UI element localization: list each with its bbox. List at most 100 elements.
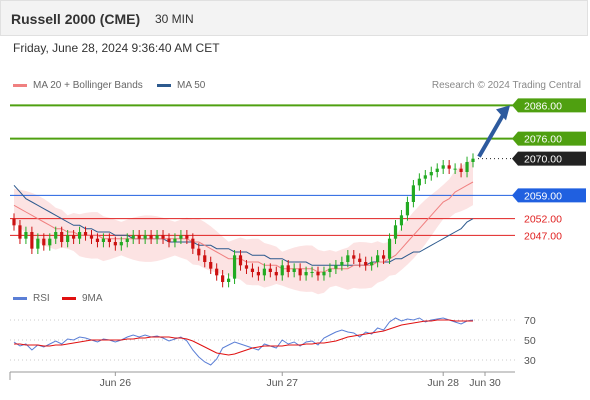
level-label-2086.00: 2086.00 bbox=[524, 100, 562, 112]
candle-body bbox=[48, 238, 52, 246]
candle-body bbox=[167, 238, 171, 242]
candle-body bbox=[358, 258, 362, 262]
candle-body bbox=[60, 232, 64, 242]
candle-body bbox=[453, 168, 457, 170]
legend-rsi: RSI bbox=[13, 293, 50, 304]
legend-ma50: MA 50 bbox=[157, 80, 205, 91]
candle-body bbox=[268, 268, 272, 272]
candle-body bbox=[376, 255, 380, 262]
candle-body bbox=[340, 262, 344, 266]
candle-body bbox=[286, 265, 290, 272]
ma50-swatch bbox=[157, 84, 171, 87]
candle-body bbox=[179, 235, 183, 239]
candle-body bbox=[304, 272, 308, 276]
candle-body bbox=[83, 232, 88, 236]
candle-body bbox=[441, 165, 445, 169]
candle-body bbox=[250, 268, 255, 272]
level-label-2059.00: 2059.00 bbox=[524, 190, 562, 202]
candle-body bbox=[24, 232, 28, 239]
target-arrow-head bbox=[496, 105, 510, 121]
candle-body bbox=[95, 238, 100, 242]
candle-body bbox=[203, 255, 207, 262]
candle-body bbox=[471, 158, 475, 162]
candle-body bbox=[66, 235, 70, 242]
candle-body bbox=[310, 272, 314, 273]
candle-body bbox=[149, 235, 153, 239]
candle-body bbox=[346, 255, 350, 262]
candle-body bbox=[232, 255, 237, 279]
candle-body bbox=[459, 168, 463, 172]
instrument-title: Russell 2000 (CME) bbox=[11, 11, 141, 27]
candle-body bbox=[72, 235, 76, 239]
candle-body bbox=[113, 242, 117, 246]
candle-body bbox=[125, 238, 129, 242]
level-label-2070.00: 2070.00 bbox=[524, 154, 562, 166]
ma20-swatch bbox=[13, 84, 27, 87]
candle-body bbox=[298, 268, 302, 276]
datetime-label: Friday, June 28, 2024 9:36:40 AM CET bbox=[13, 41, 220, 55]
candle-body bbox=[238, 255, 243, 266]
candle-body bbox=[215, 268, 219, 276]
rsi-tick-label: 70 bbox=[524, 315, 536, 327]
rsi-ma-swatch bbox=[62, 297, 76, 300]
rsi-swatch bbox=[13, 297, 27, 300]
candle-body bbox=[274, 272, 278, 276]
candle-body bbox=[209, 262, 213, 269]
candle-body bbox=[411, 185, 415, 202]
x-tick-label: Jun 30 bbox=[469, 377, 501, 389]
level-tag-2086.00 bbox=[512, 98, 586, 113]
candle-body bbox=[185, 235, 189, 239]
candle-body bbox=[435, 168, 439, 172]
candle-body bbox=[244, 265, 249, 269]
x-tick-label: Jun 27 bbox=[266, 377, 298, 389]
candle-body bbox=[36, 238, 40, 249]
level-label-2052.00: 2052.00 bbox=[524, 214, 562, 226]
ma50-legend-label: MA 50 bbox=[177, 80, 206, 91]
candle-body bbox=[322, 272, 326, 276]
candle-body bbox=[155, 235, 159, 239]
level-tag-2070.00 bbox=[512, 151, 586, 166]
ma50-line bbox=[13, 184, 474, 266]
candle-body bbox=[256, 272, 261, 276]
level-tag-2059.00 bbox=[512, 188, 586, 203]
credit-label: Research © 2024 Trading Central bbox=[431, 80, 581, 91]
candle-body bbox=[262, 268, 266, 276]
candle-body bbox=[417, 178, 421, 186]
candle-body bbox=[137, 235, 141, 239]
candle-body bbox=[42, 238, 46, 246]
candle-body bbox=[393, 225, 398, 239]
candle-body bbox=[447, 165, 451, 169]
candle-body bbox=[429, 172, 433, 176]
ma20-legend-label: MA 20 + Bollinger Bands bbox=[33, 80, 143, 91]
legend-rsi-ma: 9MA bbox=[62, 293, 103, 304]
candle-body bbox=[221, 275, 225, 282]
candle-body bbox=[143, 235, 147, 239]
rsi-legend-label: RSI bbox=[33, 293, 50, 304]
level-tag-2076.00 bbox=[512, 131, 586, 146]
candle-body bbox=[423, 175, 427, 179]
candle-body bbox=[280, 265, 284, 276]
candle-body bbox=[405, 202, 410, 216]
x-tick-label: Jun 26 bbox=[100, 377, 132, 389]
candle-body bbox=[77, 232, 82, 239]
candle-body bbox=[173, 238, 177, 242]
candle-body bbox=[12, 218, 16, 226]
candle-body bbox=[101, 238, 106, 242]
candle-body bbox=[89, 235, 94, 239]
legend-ma20: MA 20 + Bollinger Bands bbox=[13, 80, 143, 91]
level-label-2047.00: 2047.00 bbox=[524, 230, 562, 242]
candle-body bbox=[226, 278, 231, 282]
rsi-series-9MA bbox=[14, 319, 473, 356]
ma20-line bbox=[13, 181, 474, 273]
candle-body bbox=[107, 238, 111, 242]
rsi-tick-label: 50 bbox=[524, 335, 536, 347]
candle-body bbox=[131, 235, 135, 239]
rsi-tick-label: 30 bbox=[524, 355, 536, 367]
rsi-ma-legend-label: 9MA bbox=[82, 293, 103, 304]
candle-body bbox=[465, 162, 469, 172]
candle-body bbox=[352, 255, 356, 259]
candle-body bbox=[54, 232, 58, 239]
candle-body bbox=[119, 242, 123, 246]
candle-body bbox=[387, 238, 392, 259]
